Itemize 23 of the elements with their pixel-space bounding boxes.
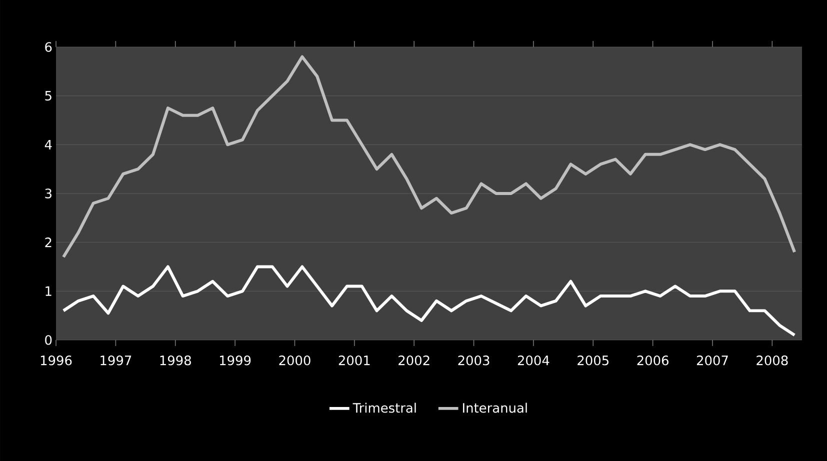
x-tick-label: 2000	[279, 356, 310, 366]
y-tick-label: 1	[46, 286, 52, 296]
x-tick-label: 2005	[578, 356, 608, 366]
legend-label: Interanual	[463, 402, 527, 413]
x-tick-label: 1998	[160, 356, 191, 366]
x-tick-label: 2007	[696, 356, 728, 366]
y-tick-label: 0	[45, 335, 52, 345]
x-tick-label: 2001	[338, 356, 370, 366]
x-tick-label: 2004	[518, 356, 550, 366]
x-tick-label: 1999	[220, 356, 251, 366]
y-tick-label: 6	[45, 42, 52, 52]
x-tick-label: 1997	[100, 356, 132, 366]
x-tick-label: 2003	[458, 356, 490, 366]
line-series	[62, 55, 796, 258]
x-tick-label: 2006	[637, 356, 668, 366]
y-tick-label: 2	[45, 238, 52, 248]
legend-label: Trimestral	[352, 402, 416, 413]
x-tick-label: 1996	[40, 356, 72, 366]
x-tick-label: 2008	[756, 356, 788, 366]
y-tick-label: 3	[45, 188, 52, 198]
y-tick-label: 4	[44, 140, 52, 150]
y-tick-label: 5	[45, 91, 52, 101]
x-tick-label: 2002	[398, 356, 430, 366]
